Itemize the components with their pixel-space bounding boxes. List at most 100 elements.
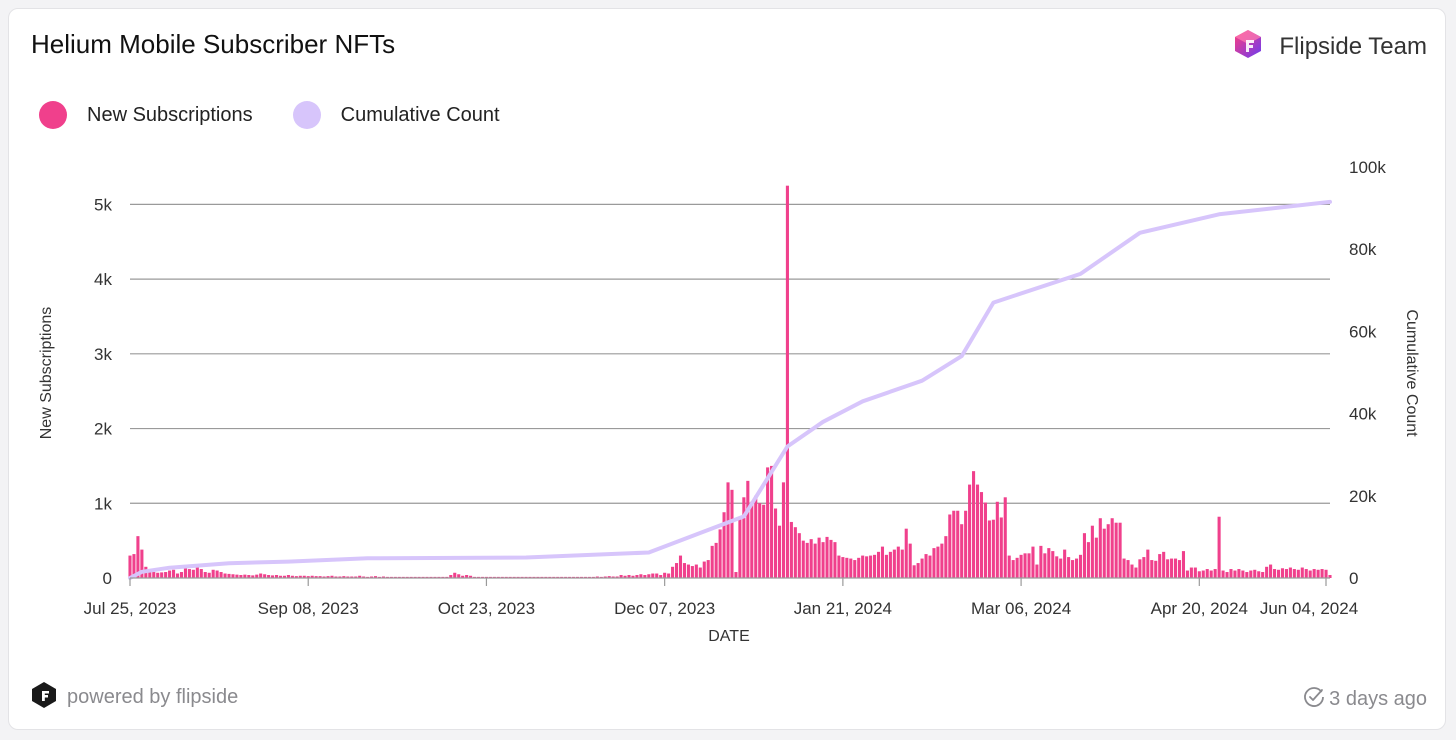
bar <box>1154 560 1158 578</box>
bar <box>231 574 235 578</box>
bar <box>956 510 960 578</box>
legend-item-new-subscriptions[interactable]: New Subscriptions <box>39 101 253 129</box>
bar <box>263 574 267 578</box>
bar <box>615 576 619 578</box>
bar <box>738 518 742 578</box>
bar <box>975 484 980 578</box>
bar <box>734 572 738 578</box>
bar <box>1312 569 1316 578</box>
bar <box>674 563 679 578</box>
bar <box>314 576 318 578</box>
bar <box>1261 572 1265 578</box>
y2-axis-title: Cumulative Count <box>1403 309 1420 437</box>
bar <box>845 557 849 578</box>
bar <box>338 576 342 578</box>
legend-item-cumulative-count[interactable]: Cumulative Count <box>292 101 500 129</box>
y-tick-label: 4k <box>94 270 112 289</box>
bar <box>346 576 350 578</box>
x-tick-label: Mar 06, 2024 <box>971 599 1071 618</box>
bar <box>1170 558 1174 578</box>
legend: New Subscriptions Cumulative Count <box>39 101 540 129</box>
bar <box>671 566 675 578</box>
bar <box>960 524 964 578</box>
bar <box>1146 549 1150 578</box>
bar <box>781 482 786 578</box>
bar <box>465 575 469 578</box>
bar <box>203 572 207 578</box>
bar <box>1055 556 1059 578</box>
bar <box>849 558 853 578</box>
bar <box>1019 554 1023 578</box>
bar <box>183 566 187 578</box>
bar <box>750 501 754 578</box>
bar <box>1142 557 1146 578</box>
bar <box>1138 559 1142 578</box>
bar <box>1193 567 1197 578</box>
bar <box>1205 569 1209 578</box>
bar <box>175 573 180 578</box>
bar <box>1027 553 1031 578</box>
bar <box>381 576 386 578</box>
bar <box>1007 555 1011 578</box>
bar <box>271 575 275 578</box>
bar <box>809 539 813 578</box>
bar <box>199 569 203 578</box>
bar <box>1106 524 1110 578</box>
bar <box>928 555 932 578</box>
y-tick-label: 1k <box>94 494 112 513</box>
bar <box>908 543 912 578</box>
bar <box>251 575 255 578</box>
bar <box>857 557 861 578</box>
bar <box>1273 569 1277 578</box>
bar <box>900 549 904 578</box>
bar <box>777 525 782 578</box>
bar <box>1134 567 1138 578</box>
bar <box>694 564 698 578</box>
bar <box>255 574 259 578</box>
bar <box>726 482 730 578</box>
bar <box>1086 542 1090 578</box>
chart-card: Helium Mobile Subscriber NFTs Flipside T… <box>8 8 1446 730</box>
bar <box>770 465 774 578</box>
brand[interactable]: Flipside Team <box>1233 29 1427 64</box>
bar <box>1158 554 1162 578</box>
bar <box>152 572 156 578</box>
bar <box>825 536 829 578</box>
bar <box>247 575 251 578</box>
bar <box>469 575 473 578</box>
bar <box>1110 518 1114 578</box>
bar <box>370 576 374 578</box>
chart-plot[interactable]: 0 1k 2k 3k 4k 5k 0 20k 40k 60k 80k 100k Jul 25, 2023… <box>9 9 1447 731</box>
bar <box>358 575 362 578</box>
axes: 0 1k 2k 3k 4k 5k 0 20k 40k 60k 80k 100k Jul 25, 2023… <box>38 158 1420 645</box>
powered-by[interactable]: powered by flipside <box>31 682 238 713</box>
bar <box>888 551 892 578</box>
bar <box>1233 570 1237 578</box>
cumulative-line <box>128 199 1332 580</box>
bar <box>841 557 845 578</box>
bar <box>873 554 877 578</box>
bar <box>710 545 714 578</box>
chart-title: Helium Mobile Subscriber NFTs <box>31 29 396 59</box>
bar <box>294 576 298 578</box>
bar <box>619 575 623 578</box>
bar <box>211 569 215 578</box>
bar <box>932 548 936 578</box>
bar <box>861 555 865 578</box>
bar <box>330 575 334 578</box>
y-tick-label: 5k <box>94 195 112 214</box>
bar <box>310 575 314 578</box>
clock-check-icon <box>1303 686 1325 713</box>
bar <box>833 542 837 578</box>
bar <box>801 540 805 578</box>
bar <box>1166 559 1170 578</box>
bar <box>350 576 354 578</box>
bar <box>322 576 326 578</box>
bar <box>742 497 746 578</box>
bar <box>168 570 172 578</box>
bar <box>865 556 869 578</box>
bar <box>639 574 643 578</box>
bar <box>1043 553 1047 578</box>
bar <box>702 561 706 578</box>
bar <box>972 471 976 578</box>
